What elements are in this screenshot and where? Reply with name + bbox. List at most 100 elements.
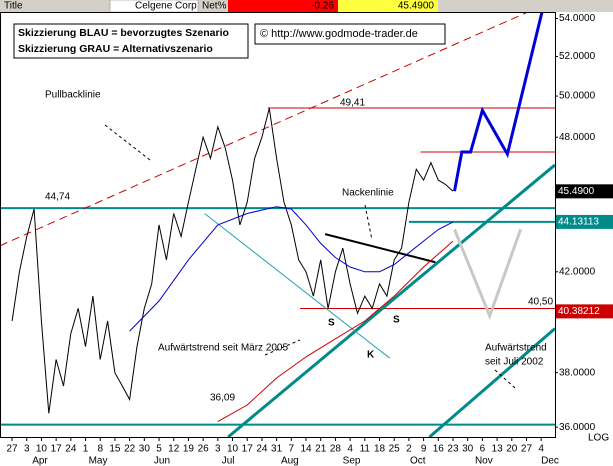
- series-line: [217, 240, 454, 423]
- trendline: [204, 213, 391, 359]
- series-line: [453, 228, 523, 321]
- series-line: [129, 206, 454, 332]
- x-tick-label: 23: [447, 444, 459, 455]
- note: Skizzierung BLAU = bevorzugtes Szenario: [18, 27, 229, 39]
- price-label: 45.4900: [558, 186, 595, 197]
- level-label: 44,74: [45, 192, 70, 203]
- series-line: [453, 13, 544, 192]
- scale-label: LOG: [588, 433, 609, 444]
- note-box: [13, 23, 249, 59]
- x-tick-label: 27: [6, 444, 18, 455]
- trendline: [324, 233, 436, 264]
- x-tick-label: 12: [168, 444, 180, 455]
- x-tick-label: 16: [433, 444, 445, 455]
- annotation: seit Juli 2002: [485, 357, 544, 368]
- y-tick-label: 38.0000: [559, 367, 596, 378]
- month-label: Aug: [281, 456, 299, 466]
- price-label-box: [556, 184, 613, 199]
- plot-frame: [0, 12, 556, 438]
- x-tick-label: 19: [183, 444, 195, 455]
- x-tick-label: 9: [421, 444, 427, 455]
- annotation: Pullbacklinie: [45, 90, 101, 101]
- note: Skizzierung GRAU = Alternativszenario: [18, 43, 213, 55]
- x-tick-label: 22: [124, 444, 136, 455]
- month-label: Jun: [154, 456, 170, 466]
- level-label: 40,50: [528, 297, 553, 308]
- month-label: Apr: [32, 456, 48, 466]
- month-label: Jul: [222, 456, 235, 466]
- x-tick-label: 10: [36, 444, 48, 455]
- month-label: Sep: [343, 456, 361, 466]
- annotation: S: [328, 318, 335, 329]
- y-tick-label: 42.0000: [559, 266, 596, 277]
- month-label: May: [89, 456, 108, 466]
- x-tick-label: 3: [24, 444, 30, 455]
- x-tick-label: 11: [360, 444, 371, 455]
- series-line: [11, 108, 454, 414]
- x-tick-label: 13: [492, 444, 504, 455]
- x-tick-label: 6: [480, 444, 486, 455]
- last-price: 45.4900: [398, 1, 435, 12]
- plot-layer: [1, 13, 555, 437]
- x-tick-label: 24: [65, 444, 77, 455]
- x-tick-label: 10: [227, 444, 239, 455]
- x-tick-label: 14: [300, 444, 312, 455]
- annotation: Aufwärtstrend: [485, 343, 547, 354]
- x-tick-label: 24: [256, 444, 268, 455]
- change-box: [228, 0, 338, 12]
- y-tick-label: 48.0000: [559, 132, 596, 143]
- y-tick-label: 52.0000: [559, 51, 596, 62]
- price-label-box: [556, 214, 613, 229]
- x-tick-label: 15: [109, 444, 121, 455]
- annotation: S: [393, 315, 400, 326]
- x-tick-label: 3: [215, 444, 221, 455]
- last-box: [338, 0, 438, 12]
- level-label: 49,41: [340, 98, 365, 109]
- annotation: Nackenlinie: [342, 188, 394, 199]
- x-tick-label: 27: [521, 444, 533, 455]
- price-label-box: [556, 304, 613, 319]
- x-tick-label: 8: [97, 444, 103, 455]
- month-label: Nov: [475, 456, 493, 466]
- x-tick-label: 7: [289, 444, 295, 455]
- pointer: [494, 369, 516, 389]
- x-tick-label: 20: [506, 444, 518, 455]
- annotation: K: [367, 350, 375, 361]
- x-tick-label: 30: [139, 444, 151, 455]
- x-tick-label: 21: [315, 444, 327, 455]
- x-tick-label: 25: [389, 444, 401, 455]
- x-tick-label: 4: [347, 444, 353, 455]
- x-tick-label: 5: [156, 444, 162, 455]
- month-label: Oct: [410, 456, 426, 466]
- x-tick-label: 4: [538, 444, 544, 455]
- x-tick-label: 30: [462, 444, 474, 455]
- month-label: Dec: [541, 456, 559, 466]
- x-tick-label: 28: [330, 444, 342, 455]
- x-tick-label: 26: [198, 444, 210, 455]
- trendline: [227, 163, 555, 437]
- y-tick-label: 36.0000: [559, 422, 596, 433]
- trendline: [1, 13, 527, 246]
- price-label: 40.38212: [558, 306, 600, 317]
- price-label: 44.13113: [558, 217, 599, 228]
- y-tick-label: 50.0000: [559, 91, 596, 102]
- header-title: Title: [4, 1, 23, 12]
- x-tick-label: 2: [406, 444, 412, 455]
- plot: [1, 13, 555, 437]
- x-tick-label: 1: [83, 444, 89, 455]
- annotation: Aufwärtstrend seit März 2005: [158, 343, 288, 354]
- symbol: Celgene Corp: [135, 1, 197, 12]
- net-label: Net%: [202, 1, 227, 12]
- level-label: 36,09: [210, 393, 235, 404]
- y-tick-label: 54.0000: [559, 13, 596, 24]
- x-tick-label: 31: [271, 444, 283, 455]
- change: -0.26: [311, 1, 334, 12]
- x-tick-label: 17: [242, 444, 254, 455]
- source: © http://www.godmode-trader.de: [260, 28, 418, 40]
- pointer: [264, 339, 301, 356]
- x-tick-label: 18: [374, 444, 386, 455]
- trendline: [428, 327, 555, 437]
- source-box: [254, 23, 446, 45]
